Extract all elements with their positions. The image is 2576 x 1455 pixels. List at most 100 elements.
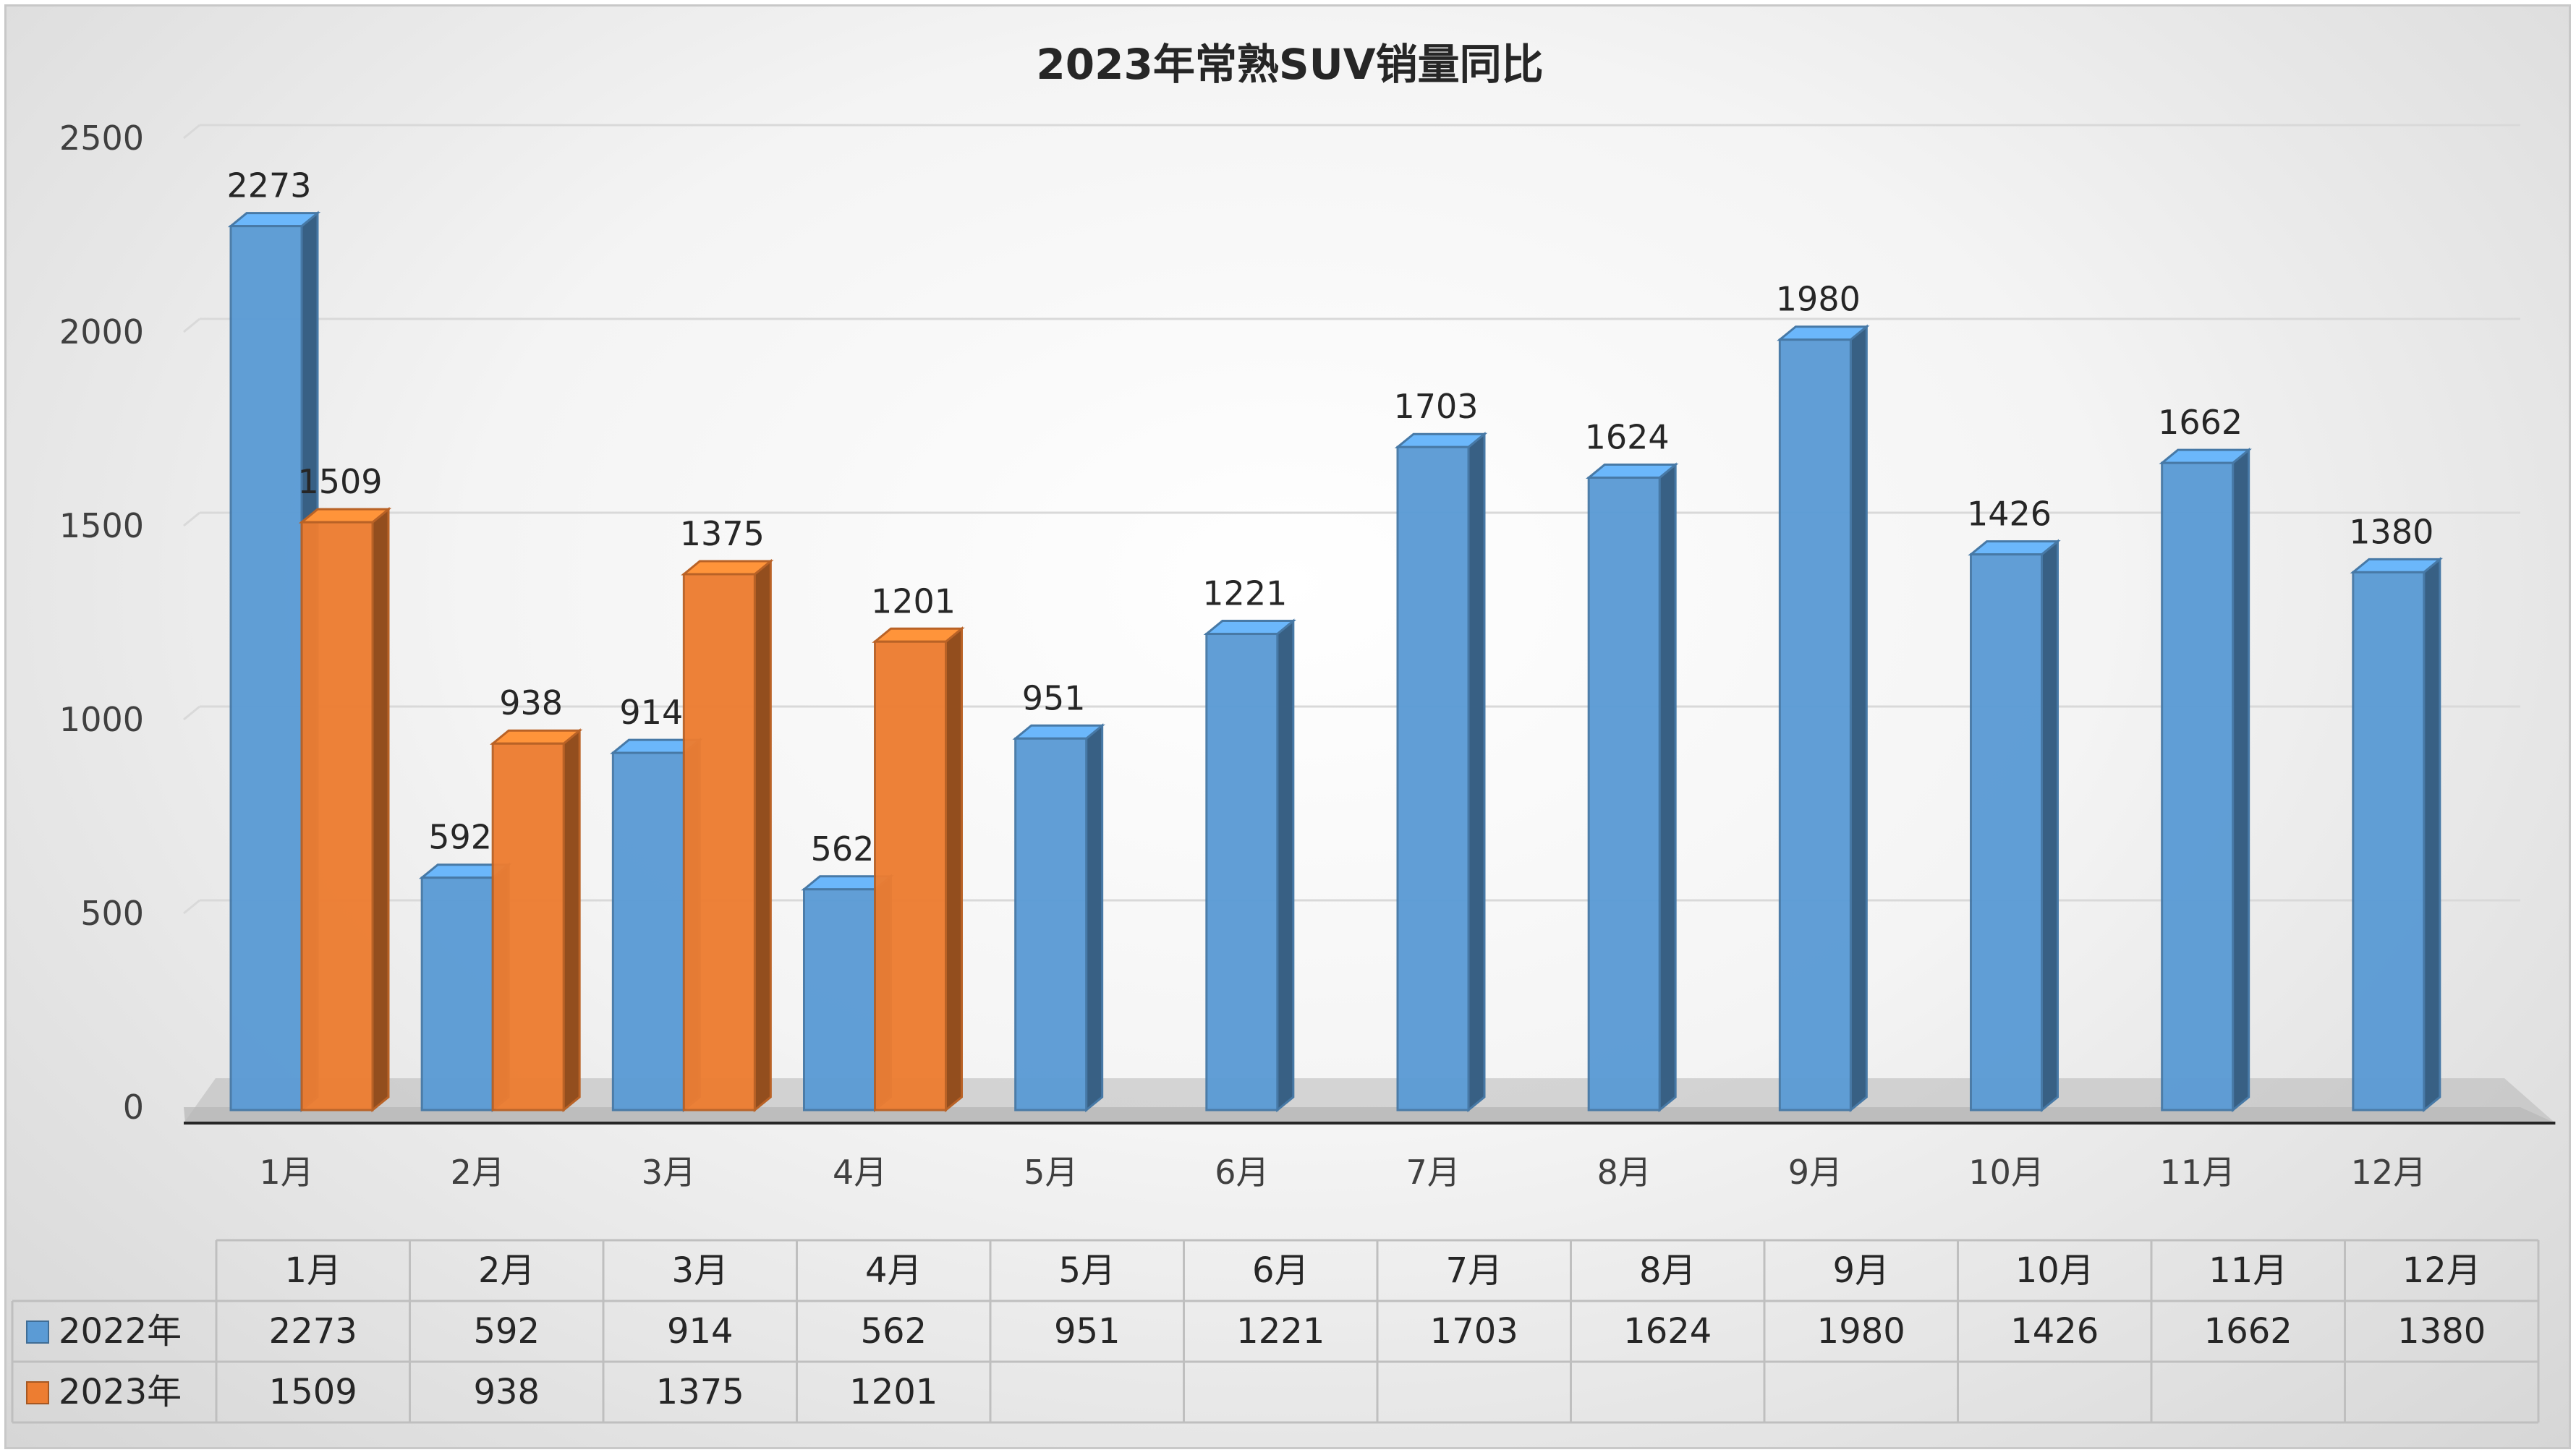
table-header-cell: 5月 — [1058, 1250, 1115, 1291]
bar-2023-label: 1201 — [871, 581, 956, 620]
x-tick-label: 11月 — [2159, 1153, 2235, 1192]
bar-2022-label: 1703 — [1393, 387, 1478, 426]
bar-2022-label: 562 — [811, 829, 875, 869]
x-tick-label: 7月 — [1406, 1153, 1460, 1192]
bar-2022-side — [1467, 432, 1486, 1113]
bar-2022 — [1970, 553, 2043, 1111]
bars-layer — [227, 210, 2444, 1113]
bar-2023-side — [945, 626, 963, 1113]
table-value-cell: 1201 — [849, 1372, 938, 1412]
bar-2023-top — [489, 729, 583, 745]
bar-2022-label: 2273 — [226, 166, 311, 205]
x-tick-label: 5月 — [1024, 1153, 1078, 1192]
bar-2022-top — [1585, 464, 1679, 479]
bar-2022 — [803, 888, 876, 1111]
bar-2022 — [1587, 477, 1661, 1111]
data-table: 1月 2月 3月 4月 5月 6月 7月 8月 9月 10月 11月 12月 2022年 2273 592 9… — [11, 1239, 2540, 1424]
bar-2022-top — [227, 212, 321, 228]
table-value-cell: 1426 — [2010, 1311, 2099, 1352]
table-value-cell: 1380 — [2397, 1311, 2486, 1352]
y-tick-label: 2000 — [59, 312, 144, 351]
legend-series-name: 2023年 — [59, 1372, 182, 1412]
table-value-cell: 1221 — [1236, 1311, 1325, 1352]
bar-2022-top — [2159, 448, 2252, 464]
y-tick-label: 1500 — [59, 506, 144, 545]
bar-2023 — [491, 742, 565, 1111]
bar-2022-top — [1968, 540, 2061, 556]
table-header-cell: 9月 — [1832, 1250, 1890, 1291]
bar-2022 — [1396, 445, 1470, 1111]
table-value-cell: 951 — [1054, 1311, 1121, 1352]
grid-layer — [183, 124, 2520, 915]
table-value-cell: 2273 — [269, 1311, 357, 1352]
table-header-cell: 11月 — [2209, 1250, 2287, 1291]
legend-swatch — [26, 1381, 49, 1404]
bar-2022-label: 1380 — [2349, 512, 2433, 551]
y-tick-label: 0 — [123, 1088, 144, 1127]
table-header-cell: 12月 — [2402, 1250, 2481, 1291]
table-header-cell: 1月 — [284, 1250, 341, 1291]
chart-frame: 2023年常熟SUV销量同比 2273 1509 592 938 914 1375 562 1… — [4, 4, 2571, 1449]
bar-2022-side — [1849, 324, 1868, 1113]
table-header-cell: 2月 — [478, 1250, 535, 1291]
table-header-cell: 10月 — [2015, 1250, 2094, 1291]
table-value-cell: 1703 — [1430, 1311, 1518, 1352]
x-tick-label: 10月 — [1968, 1153, 2044, 1192]
table-value-cell: 1375 — [656, 1372, 744, 1412]
bar-2022-side — [2232, 448, 2250, 1113]
bar-2022-label: 1221 — [1202, 574, 1287, 613]
bar-2022-side — [2041, 539, 2059, 1113]
bar-2022 — [611, 751, 685, 1111]
table-value-cell: 1509 — [269, 1372, 357, 1412]
bar-2023-label: 938 — [499, 683, 563, 722]
bar-2022-label: 914 — [619, 693, 683, 732]
legend-swatch — [26, 1320, 49, 1344]
chart-svg: 2023年常熟SUV销量同比 2273 1509 592 938 914 1375 562 1… — [11, 40, 2556, 1424]
axis-layer: 0 500 1000 1500 2000 2500 1月 2月 3月 4月 5月 6月 7月 8月 9月 10… — [59, 119, 2556, 1192]
x-tick-label: 6月 — [1215, 1153, 1269, 1192]
chart-title: 2023年常熟SUV销量同比 — [1036, 40, 1543, 89]
bar-2022-label: 1426 — [1967, 495, 2052, 534]
bar-2023 — [682, 573, 756, 1111]
bar-2022-label: 592 — [428, 818, 492, 857]
table-header-cell: 4月 — [865, 1250, 922, 1291]
bar-2023-top — [681, 560, 774, 576]
bar-2022-top — [1012, 724, 1105, 740]
bar-2022-top — [1394, 432, 1488, 448]
bar-2022-label: 1980 — [1776, 280, 1861, 319]
gridline-depth — [183, 705, 200, 721]
bar-2022 — [1205, 633, 1279, 1111]
bar-2022-label: 1662 — [2158, 403, 2243, 442]
bar-2023-top — [872, 627, 965, 643]
table-value-cell: 1980 — [1817, 1311, 1905, 1352]
bar-2022-side — [2423, 557, 2441, 1113]
gridline-depth — [183, 317, 200, 333]
x-tick-label: 9月 — [1788, 1153, 1842, 1192]
table-header-cell: 7月 — [1445, 1250, 1502, 1291]
bar-2022-label: 1624 — [1585, 418, 1670, 457]
labels-layer: 2273 1509 592 938 914 1375 562 1201 951 1221 1703 1… — [226, 166, 2433, 869]
table-value-cell: 592 — [473, 1311, 540, 1352]
y-tick-label: 500 — [80, 894, 144, 933]
bar-2022 — [2161, 461, 2235, 1111]
gridline-depth — [183, 511, 200, 527]
table-value-cell: 1662 — [2204, 1311, 2292, 1352]
legend-series-name: 2022年 — [59, 1311, 182, 1352]
table-value-cell: 938 — [473, 1372, 540, 1412]
bar-2023-top — [298, 508, 392, 524]
bar-2022 — [1778, 338, 1852, 1111]
bar-2023-side — [562, 728, 581, 1113]
table-value-cell: 914 — [667, 1311, 734, 1352]
gridline-depth — [183, 899, 200, 915]
x-tick-label: 4月 — [833, 1153, 887, 1192]
x-tick-label: 3月 — [642, 1153, 696, 1192]
bar-2022-side — [1276, 618, 1295, 1113]
bar-2022 — [229, 225, 303, 1111]
floor-layer — [184, 1078, 2556, 1123]
bar-2022 — [1014, 737, 1088, 1111]
floor-plane — [184, 1078, 2556, 1123]
x-tick-label: 12月 — [2351, 1153, 2427, 1192]
bar-2022-top — [2350, 558, 2444, 573]
bar-2023-side — [753, 558, 772, 1113]
bar-2022-side — [1085, 723, 1104, 1113]
